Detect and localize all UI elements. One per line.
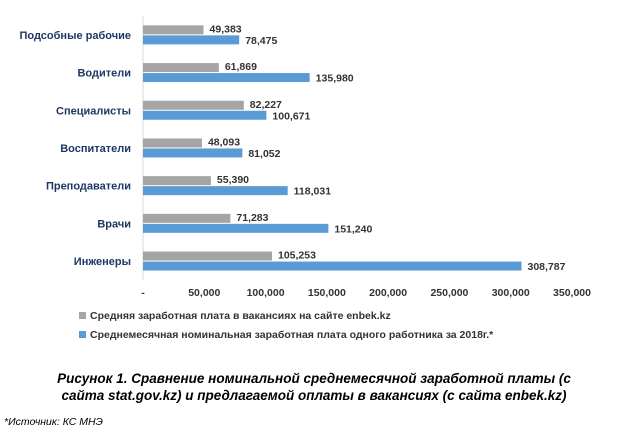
category-label: Водители bbox=[77, 68, 131, 80]
data-label: 308,787 bbox=[527, 261, 565, 273]
bar-average-salary bbox=[143, 35, 240, 45]
figure-caption-line1: Рисунок 1. Сравнение номинальной среднем… bbox=[57, 371, 571, 386]
source-note: *Источник: КС МНЭ bbox=[4, 416, 103, 428]
legend-swatch bbox=[79, 331, 86, 338]
x-tick-labels: - 50,000 100,000 150,000 200,000 250,000 300,0… bbox=[141, 287, 591, 299]
data-label: 151,240 bbox=[334, 223, 372, 235]
x-tick-label: 100,000 bbox=[247, 287, 285, 299]
x-tick-label: 150,000 bbox=[308, 287, 346, 299]
x-tick-label: - bbox=[141, 287, 145, 299]
bar-vacancy-salary bbox=[143, 25, 204, 35]
bar-average-salary bbox=[143, 148, 243, 158]
data-label: 81,052 bbox=[248, 148, 280, 160]
legend-entry: Средняя заработная плата в вакансиях на … bbox=[90, 310, 391, 322]
bar-average-salary bbox=[143, 186, 288, 196]
x-tick-label: 50,000 bbox=[188, 287, 220, 299]
bar-average-salary bbox=[143, 73, 310, 83]
data-label: 55,390 bbox=[217, 174, 249, 186]
category-label: Специалисты bbox=[56, 105, 131, 117]
data-label: 78,475 bbox=[245, 35, 277, 47]
figure-caption-line2: сайта stat.gov.kz) и предлагаемой оплаты… bbox=[61, 388, 567, 403]
data-label: 71,283 bbox=[236, 212, 268, 224]
data-label: 49,383 bbox=[210, 23, 242, 35]
bar-average-salary bbox=[143, 261, 522, 271]
bar-vacancy-salary bbox=[143, 213, 231, 223]
bar-vacancy-salary bbox=[143, 251, 273, 261]
bar-vacancy-salary bbox=[143, 176, 211, 186]
category-label: Врачи bbox=[97, 218, 131, 230]
data-label: 100,671 bbox=[272, 110, 310, 122]
x-tick-label: 250,000 bbox=[430, 287, 468, 299]
category-label: Подсобные рабочие bbox=[19, 30, 131, 42]
data-label: 61,869 bbox=[225, 61, 257, 73]
x-tick-label: 200,000 bbox=[369, 287, 407, 299]
bar-average-salary bbox=[143, 223, 329, 233]
bars bbox=[143, 25, 522, 271]
x-tick-label: 300,000 bbox=[492, 287, 530, 299]
legend-swatch bbox=[79, 312, 86, 319]
data-label: 82,227 bbox=[250, 99, 282, 111]
bar-vacancy-salary bbox=[143, 138, 202, 148]
bar-vacancy-salary bbox=[143, 100, 244, 110]
category-label: Преподаватели bbox=[46, 181, 131, 193]
data-label: 105,253 bbox=[278, 250, 316, 262]
legend: Средняя заработная плата в вакансиях на … bbox=[79, 310, 494, 341]
category-label: Воспитатели bbox=[60, 143, 131, 155]
data-label: 135,980 bbox=[316, 73, 354, 85]
category-labels: Подсобные рабочие Водители Специалисты Восп… bbox=[19, 30, 131, 268]
data-label: 118,031 bbox=[294, 186, 332, 198]
legend-entry: Среднемесячная номинальная заработная пл… bbox=[90, 329, 494, 341]
bar-vacancy-salary bbox=[143, 63, 219, 73]
data-label: 48,093 bbox=[208, 136, 240, 148]
x-tick-label: 350,000 bbox=[553, 287, 591, 299]
bar-average-salary bbox=[143, 110, 267, 120]
category-label: Инженеры bbox=[74, 256, 131, 268]
